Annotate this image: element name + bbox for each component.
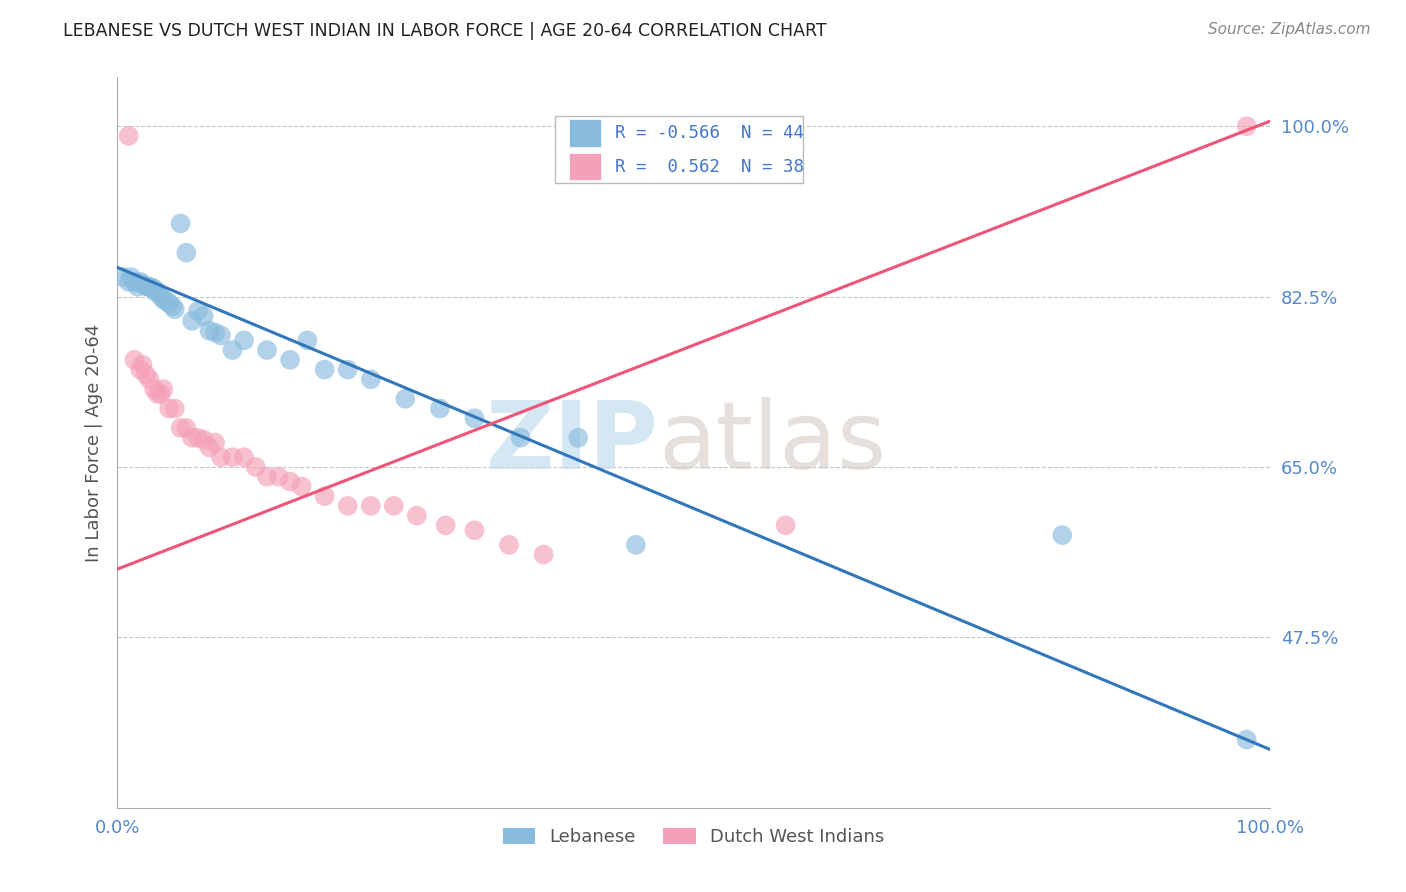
Point [141,281,163,295]
Point [193,309,215,323]
Point [360,372,382,386]
Point [163,401,186,416]
Point [169,421,191,435]
Point [567,431,589,445]
Point [136,280,159,294]
Point [124,275,146,289]
Point [138,372,160,386]
Point [394,392,416,406]
Point [429,401,451,416]
Point [149,289,172,303]
Point [314,362,336,376]
Point [198,324,221,338]
Point [233,450,256,465]
Point [135,368,157,382]
Point [187,304,209,318]
Point [198,441,221,455]
FancyBboxPatch shape [569,153,602,180]
Text: atlas: atlas [659,397,887,489]
Point [1236,119,1258,133]
Point [209,450,232,465]
Point [157,296,180,310]
Point [463,411,485,425]
Point [336,499,359,513]
Point [143,282,166,296]
Point [221,343,243,357]
Point [152,293,174,307]
Point [256,343,278,357]
Point [156,294,179,309]
Point [157,401,180,416]
Point [118,128,141,143]
Point [360,499,382,513]
Point [256,469,278,483]
FancyBboxPatch shape [569,119,602,147]
Point [149,387,172,401]
Point [463,523,485,537]
Point [120,270,142,285]
Point [127,280,149,294]
Point [181,314,204,328]
Point [1052,528,1074,542]
Point [382,499,405,513]
Point [245,459,267,474]
Point [131,277,153,291]
Point [187,431,209,445]
Text: ZIP: ZIP [486,397,659,489]
Point [204,326,226,340]
Point [278,475,301,489]
Point [124,352,146,367]
Point [138,280,160,294]
Legend: Lebanese, Dutch West Indians: Lebanese, Dutch West Indians [495,821,891,854]
Point [297,334,319,348]
Point [314,489,336,503]
Point [129,362,152,376]
Point [221,450,243,465]
Point [193,433,215,447]
Point [162,299,184,313]
Point [131,358,153,372]
Point [163,302,186,317]
Point [181,431,204,445]
Point [152,382,174,396]
Y-axis label: In Labor Force | Age 20-64: In Labor Force | Age 20-64 [86,324,103,562]
Point [775,518,797,533]
Point [498,538,520,552]
Point [135,278,157,293]
Point [278,352,301,367]
Point [146,387,169,401]
Point [209,328,232,343]
Point [291,479,314,493]
Point [129,275,152,289]
Point [267,469,290,483]
Point [146,285,169,299]
Point [336,362,359,376]
Point [434,518,457,533]
Point [405,508,427,523]
Point [176,421,198,435]
Text: LEBANESE VS DUTCH WEST INDIAN IN LABOR FORCE | AGE 20-64 CORRELATION CHART: LEBANESE VS DUTCH WEST INDIAN IN LABOR F… [63,22,827,40]
FancyBboxPatch shape [555,116,803,184]
Text: R = -0.566  N = 44: R = -0.566 N = 44 [614,124,804,142]
Text: Source: ZipAtlas.com: Source: ZipAtlas.com [1208,22,1371,37]
Point [111,270,134,285]
Point [1236,732,1258,747]
Point [533,548,555,562]
Point [169,217,191,231]
Text: R =  0.562  N = 38: R = 0.562 N = 38 [614,158,804,176]
Point [143,285,166,299]
Point [143,382,166,396]
Point [176,245,198,260]
Point [118,275,141,289]
Point [624,538,647,552]
Point [233,334,256,348]
Point [204,435,226,450]
Point [509,431,531,445]
